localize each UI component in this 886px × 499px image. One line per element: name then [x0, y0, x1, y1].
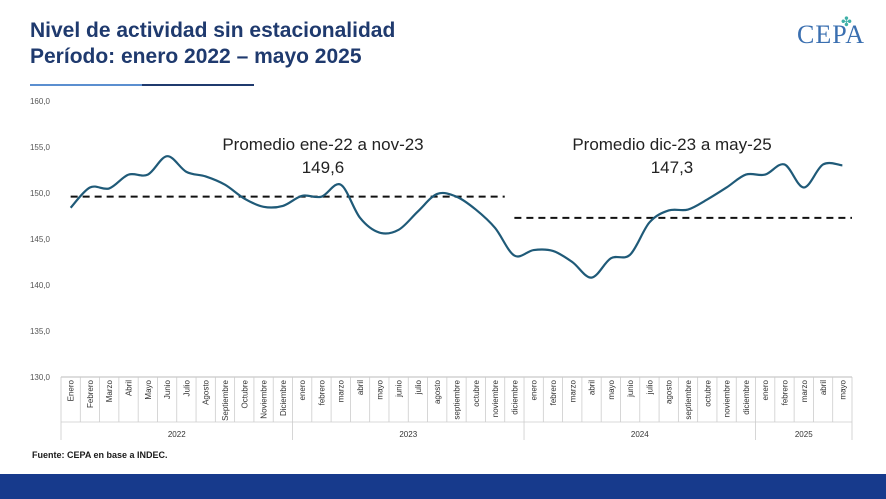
x-tick-label: febrero	[317, 379, 326, 405]
x-tick-label: Marzo	[105, 379, 114, 402]
x-tick-label: Junio	[163, 379, 172, 399]
average-value-label: 147,3	[651, 158, 694, 177]
x-tick-label: Mayo	[144, 379, 153, 399]
x-tick-label: diciembre	[742, 379, 751, 414]
line-chart: 130,0 135,0 140,0 145,0 150,0 155,0 160,0 Enero…	[30, 97, 853, 440]
x-tick-label: Diciembre	[279, 379, 288, 416]
x-tick-label: diciembre	[510, 379, 519, 414]
x-tick-label: Agosto	[202, 379, 211, 404]
leaf-icon: ✤	[841, 14, 853, 29]
title-underline-light	[30, 84, 142, 86]
y-tick-label: 135,0	[30, 327, 51, 336]
x-tick-label: abril	[588, 380, 597, 395]
average-label: Promedio dic-23 a may-25	[572, 135, 771, 154]
x-tick-label: mayo	[375, 379, 384, 399]
average-label: Promedio ene-22 a nov-23	[222, 135, 423, 154]
year-label: 2023	[399, 430, 417, 439]
y-tick-label: 150,0	[30, 189, 51, 198]
x-tick-label: marzo	[568, 379, 577, 402]
chart-title: Nivel de actividad sin estacionalidad Pe…	[30, 18, 395, 70]
x-tick-label: enero	[761, 379, 770, 400]
y-tick-label: 145,0	[30, 235, 51, 244]
x-tick-label: julio	[645, 379, 654, 395]
year-label: 2025	[795, 430, 813, 439]
source-note: Fuente: CEPA en base a INDEC.	[32, 450, 168, 460]
x-tick-label: Noviembre	[260, 379, 269, 418]
x-tick-label: enero	[298, 379, 307, 400]
x-tick-label: agosto	[665, 379, 674, 404]
x-tick-label: febrero	[549, 379, 558, 405]
x-tick-label: noviembre	[491, 379, 500, 417]
x-tick-label: octubre	[472, 379, 481, 406]
x-tick-label: febrero	[780, 379, 789, 405]
x-tick-label: Julio	[182, 379, 191, 396]
title-line-1: Nivel de actividad sin estacionalidad	[30, 19, 396, 42]
x-tick-label: Enero	[67, 379, 76, 401]
x-tick-label: abril	[819, 380, 828, 395]
y-tick-label: 155,0	[30, 143, 51, 152]
x-tick-label: Septiembre	[221, 379, 230, 420]
average-value-label: 149,6	[302, 158, 345, 177]
x-tick-label: noviembre	[723, 379, 732, 417]
x-tick-label: Octubre	[240, 379, 249, 408]
x-tick-label: agosto	[433, 379, 442, 404]
x-tick-label: mayo	[607, 379, 616, 399]
x-tick-label: junio	[626, 379, 635, 397]
series-line	[69, 155, 843, 279]
x-tick-label: julio	[414, 379, 423, 395]
x-tick-label: marzo	[800, 379, 809, 402]
cepa-logo: CEPA ✤	[797, 14, 866, 50]
x-tick-label: enero	[530, 379, 539, 400]
x-tick-label: marzo	[337, 379, 346, 402]
x-tick-label: septiembre	[684, 379, 693, 419]
footer-bar	[0, 474, 886, 499]
x-tick-label: octubre	[703, 379, 712, 406]
title-underline-dark	[142, 84, 254, 86]
x-tick-label: mayo	[838, 379, 847, 399]
x-tick-label: abril	[356, 380, 365, 395]
year-label: 2024	[631, 430, 649, 439]
y-tick-label: 140,0	[30, 281, 51, 290]
x-tick-label: septiembre	[453, 379, 462, 419]
y-tick-label: 130,0	[30, 373, 51, 382]
year-label: 2022	[168, 430, 186, 439]
x-tick-label: Abril	[125, 380, 134, 396]
x-tick-label: junio	[395, 379, 404, 397]
title-line-2: Período: enero 2022 – mayo 2025	[30, 45, 362, 68]
logo-text: CEPA	[797, 20, 866, 49]
y-tick-label: 160,0	[30, 97, 51, 106]
x-tick-label: Febrero	[86, 379, 95, 408]
